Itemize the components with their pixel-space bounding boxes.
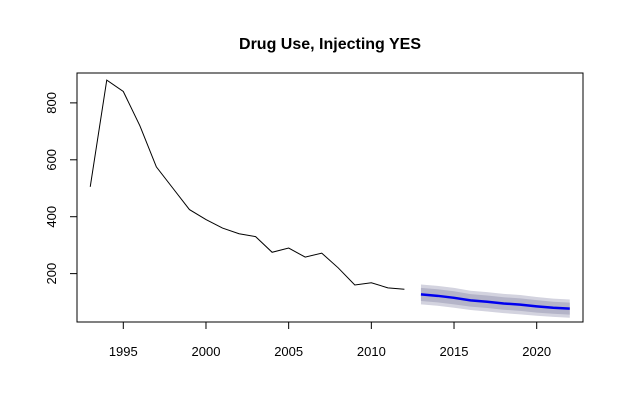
x-tick-label: 2015	[440, 344, 469, 359]
x-tick-label: 2020	[522, 344, 551, 359]
x-tick-label: 2010	[357, 344, 386, 359]
y-tick-label: 200	[44, 263, 59, 285]
observed-series-line	[89, 79, 405, 290]
x-tick-label: 2000	[192, 344, 221, 359]
series-lines	[89, 79, 570, 310]
y-tick-label: 800	[44, 92, 59, 114]
forecast-mean-line	[420, 293, 570, 310]
x-axis: 1995 2000 2005 2010 2015 2020	[109, 321, 551, 359]
plot-frame	[76, 72, 584, 323]
y-tick-label: 400	[44, 206, 59, 228]
prediction-band-80	[420, 287, 570, 315]
x-tick-label: 2005	[274, 344, 303, 359]
chart-title: Drug Use, Injecting YES	[239, 36, 421, 53]
y-axis: 200 400 600 800	[44, 92, 78, 285]
y-tick-label: 600	[44, 149, 59, 171]
prediction-bands	[420, 284, 570, 318]
x-tick-label: 1995	[109, 344, 138, 359]
